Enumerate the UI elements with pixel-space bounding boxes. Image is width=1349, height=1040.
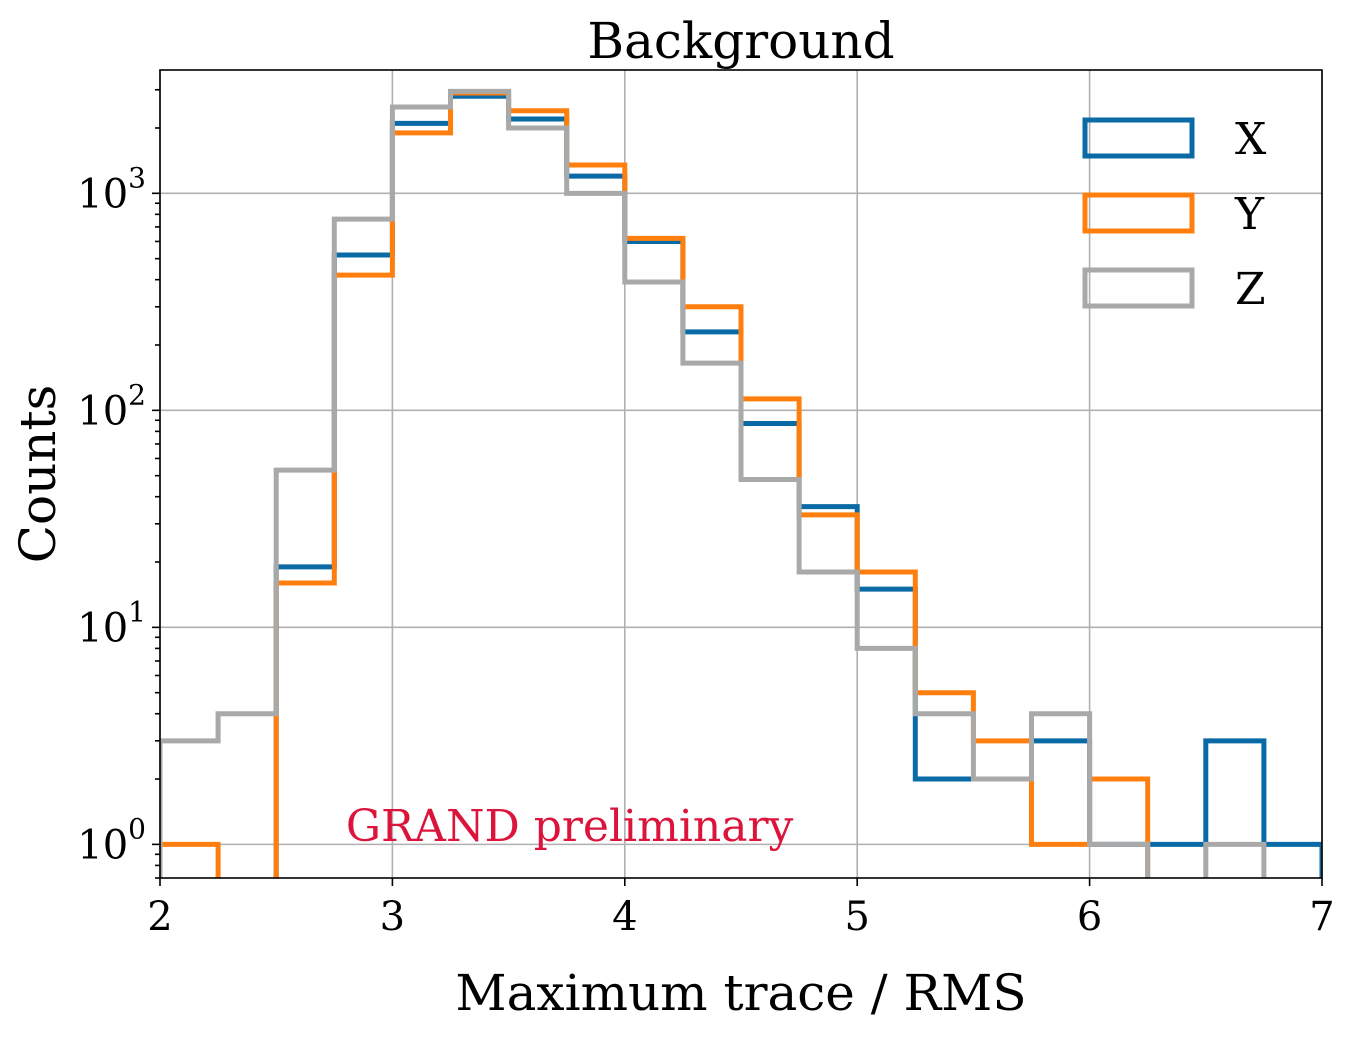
chart-title: Background <box>587 12 894 70</box>
legend-swatch-x <box>1082 117 1195 159</box>
x-tick-label: 2 <box>147 894 172 940</box>
y-tick-base: 10 <box>77 822 128 868</box>
y-tick-base: 10 <box>77 388 128 434</box>
y-tick-exponent: 2 <box>128 378 146 411</box>
legend-swatch-y <box>1082 192 1195 234</box>
y-tick-base: 10 <box>77 171 128 217</box>
series-z-step <box>160 88 1267 878</box>
plot-frame <box>159 69 1323 879</box>
y-tick-label: 100 <box>77 812 146 868</box>
y-tick-label: 103 <box>77 161 146 217</box>
legend-label-x: X <box>1235 114 1267 165</box>
preliminary-annotation: GRAND preliminary <box>346 801 794 852</box>
x-tick-label: 5 <box>844 894 869 940</box>
y-axis-label: Counts <box>9 385 67 564</box>
legend: XYZ <box>1082 114 1267 315</box>
y-tick-label: 101 <box>77 595 146 651</box>
legend-swatch-z <box>1082 267 1195 309</box>
histogram-series <box>160 88 1322 878</box>
legend-label-z: Z <box>1235 264 1266 315</box>
x-axis-label: Maximum trace / RMS <box>455 964 1026 1022</box>
y-tick-exponent: 0 <box>128 812 146 845</box>
y-tick-exponent: 3 <box>128 161 146 194</box>
x-tick-label: 4 <box>612 894 637 940</box>
legend-label-y: Y <box>1234 189 1265 240</box>
y-tick-exponent: 1 <box>128 595 146 628</box>
x-tick-label: 3 <box>380 894 405 940</box>
y-tick-label: 102 <box>77 378 146 434</box>
y-tick-base: 10 <box>77 605 128 651</box>
x-tick-label: 6 <box>1077 894 1102 940</box>
x-tick-label: 7 <box>1309 894 1334 940</box>
